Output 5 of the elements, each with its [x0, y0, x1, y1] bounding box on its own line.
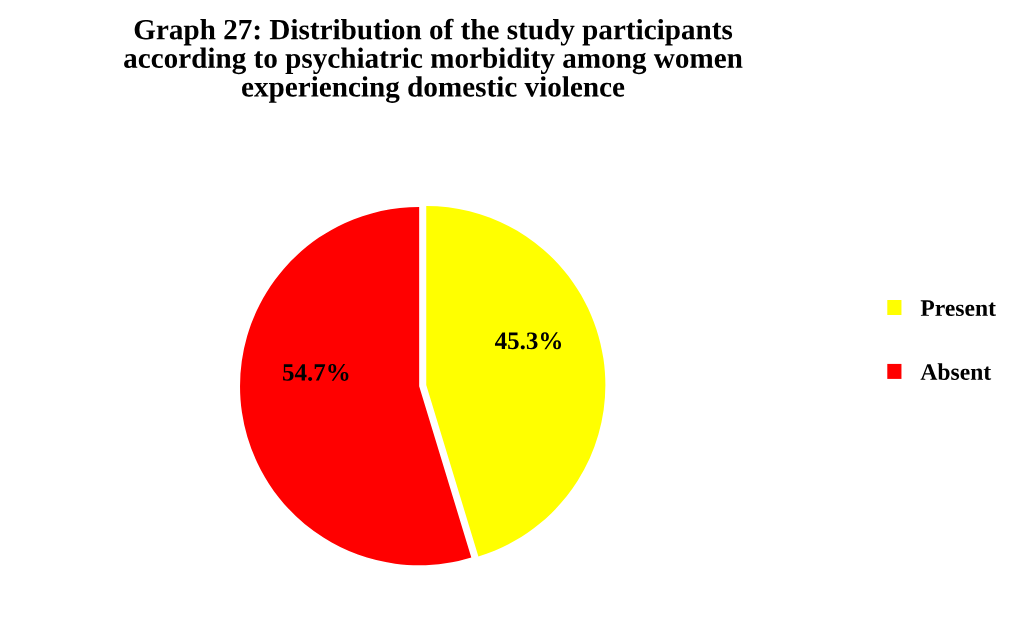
data-label: 54.7% — [283, 363, 349, 381]
legend-label: Absent — [920, 363, 992, 380]
legend-label: Present — [920, 300, 996, 317]
data-label: 45.3% — [494, 332, 562, 350]
chart-title: Graph 27: Distribution of the study participants according to psychiatric morbidity among women experiencing domestic violence — [124, 18, 743, 103]
